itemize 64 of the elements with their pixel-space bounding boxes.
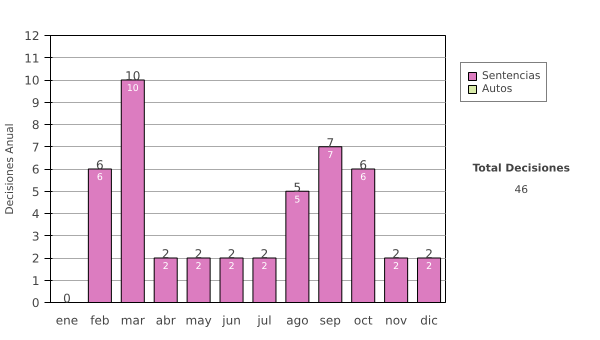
data-label: 6	[360, 172, 366, 183]
y-tick-label: 2	[32, 252, 40, 266]
y-tick-label: 8	[32, 118, 40, 132]
data-label: 2	[393, 261, 400, 272]
total-label: 10	[125, 69, 140, 83]
data-label: 2	[196, 261, 202, 272]
x-tick-label: ene	[56, 314, 78, 328]
y-axis-title: Decisiones Anual	[3, 123, 16, 215]
bar	[351, 168, 376, 302]
y-tick-label: 5	[32, 184, 40, 199]
total-label: 2	[425, 247, 433, 261]
data-label: 2	[261, 261, 268, 272]
x-tick-label: oct	[354, 314, 373, 328]
y-tick-label: 9	[32, 96, 40, 110]
x-tick-label: may	[186, 314, 212, 328]
y-tick-label: 1	[32, 274, 40, 288]
data-label: 2	[162, 261, 169, 272]
y-tick-label: 7	[32, 140, 40, 154]
y-tick-label: 3	[32, 229, 40, 244]
data-label: 10	[126, 83, 139, 94]
x-tick-label: abr	[156, 314, 176, 328]
x-tick-label: mar	[120, 314, 145, 328]
total-label: 6	[96, 158, 104, 172]
total-label: 2	[162, 247, 170, 261]
legend-label: Autos	[482, 82, 512, 95]
bar	[120, 80, 145, 302]
total-label: 2	[194, 247, 202, 261]
total-label: 0	[63, 292, 71, 306]
data-label: 7	[327, 150, 334, 161]
total-label: 6	[359, 158, 368, 172]
x-tick-label: feb	[90, 314, 110, 328]
total-label: 5	[294, 180, 302, 194]
y-tick-label: 10	[24, 74, 40, 88]
total-label: 2	[228, 247, 236, 261]
x-tick-label: ago	[286, 314, 309, 328]
text: 46	[514, 183, 528, 196]
legend-label: Sentencias	[482, 69, 540, 82]
x-tick-label: jun	[221, 314, 241, 328]
x-tick-label: jul	[256, 314, 272, 328]
data-label: 6	[96, 172, 103, 183]
bar	[417, 258, 442, 302]
y-tick-label: 0	[32, 296, 40, 310]
bar	[186, 258, 211, 302]
x-tick-label: sep	[320, 314, 341, 328]
bar	[220, 258, 244, 302]
bar	[252, 258, 276, 302]
y-tick-label: 11	[24, 51, 40, 66]
bar	[154, 258, 178, 302]
data-label: 2	[228, 261, 235, 272]
bar	[318, 146, 342, 302]
data-label: 2	[426, 261, 432, 272]
bar	[285, 190, 310, 302]
y-tick-label: 6	[32, 162, 40, 176]
total-label: 7	[326, 136, 334, 150]
text: Total Decisiones	[472, 161, 570, 174]
bar	[384, 258, 408, 302]
data-label: 5	[294, 194, 300, 206]
bar	[88, 168, 112, 302]
x-tick-label: nov	[385, 314, 408, 328]
total-label: 2	[260, 247, 268, 261]
y-tick-label: 12	[24, 29, 40, 43]
x-tick-label: dic	[420, 314, 438, 328]
y-tick-label: 4	[32, 207, 40, 221]
total-label: 2	[392, 247, 400, 261]
